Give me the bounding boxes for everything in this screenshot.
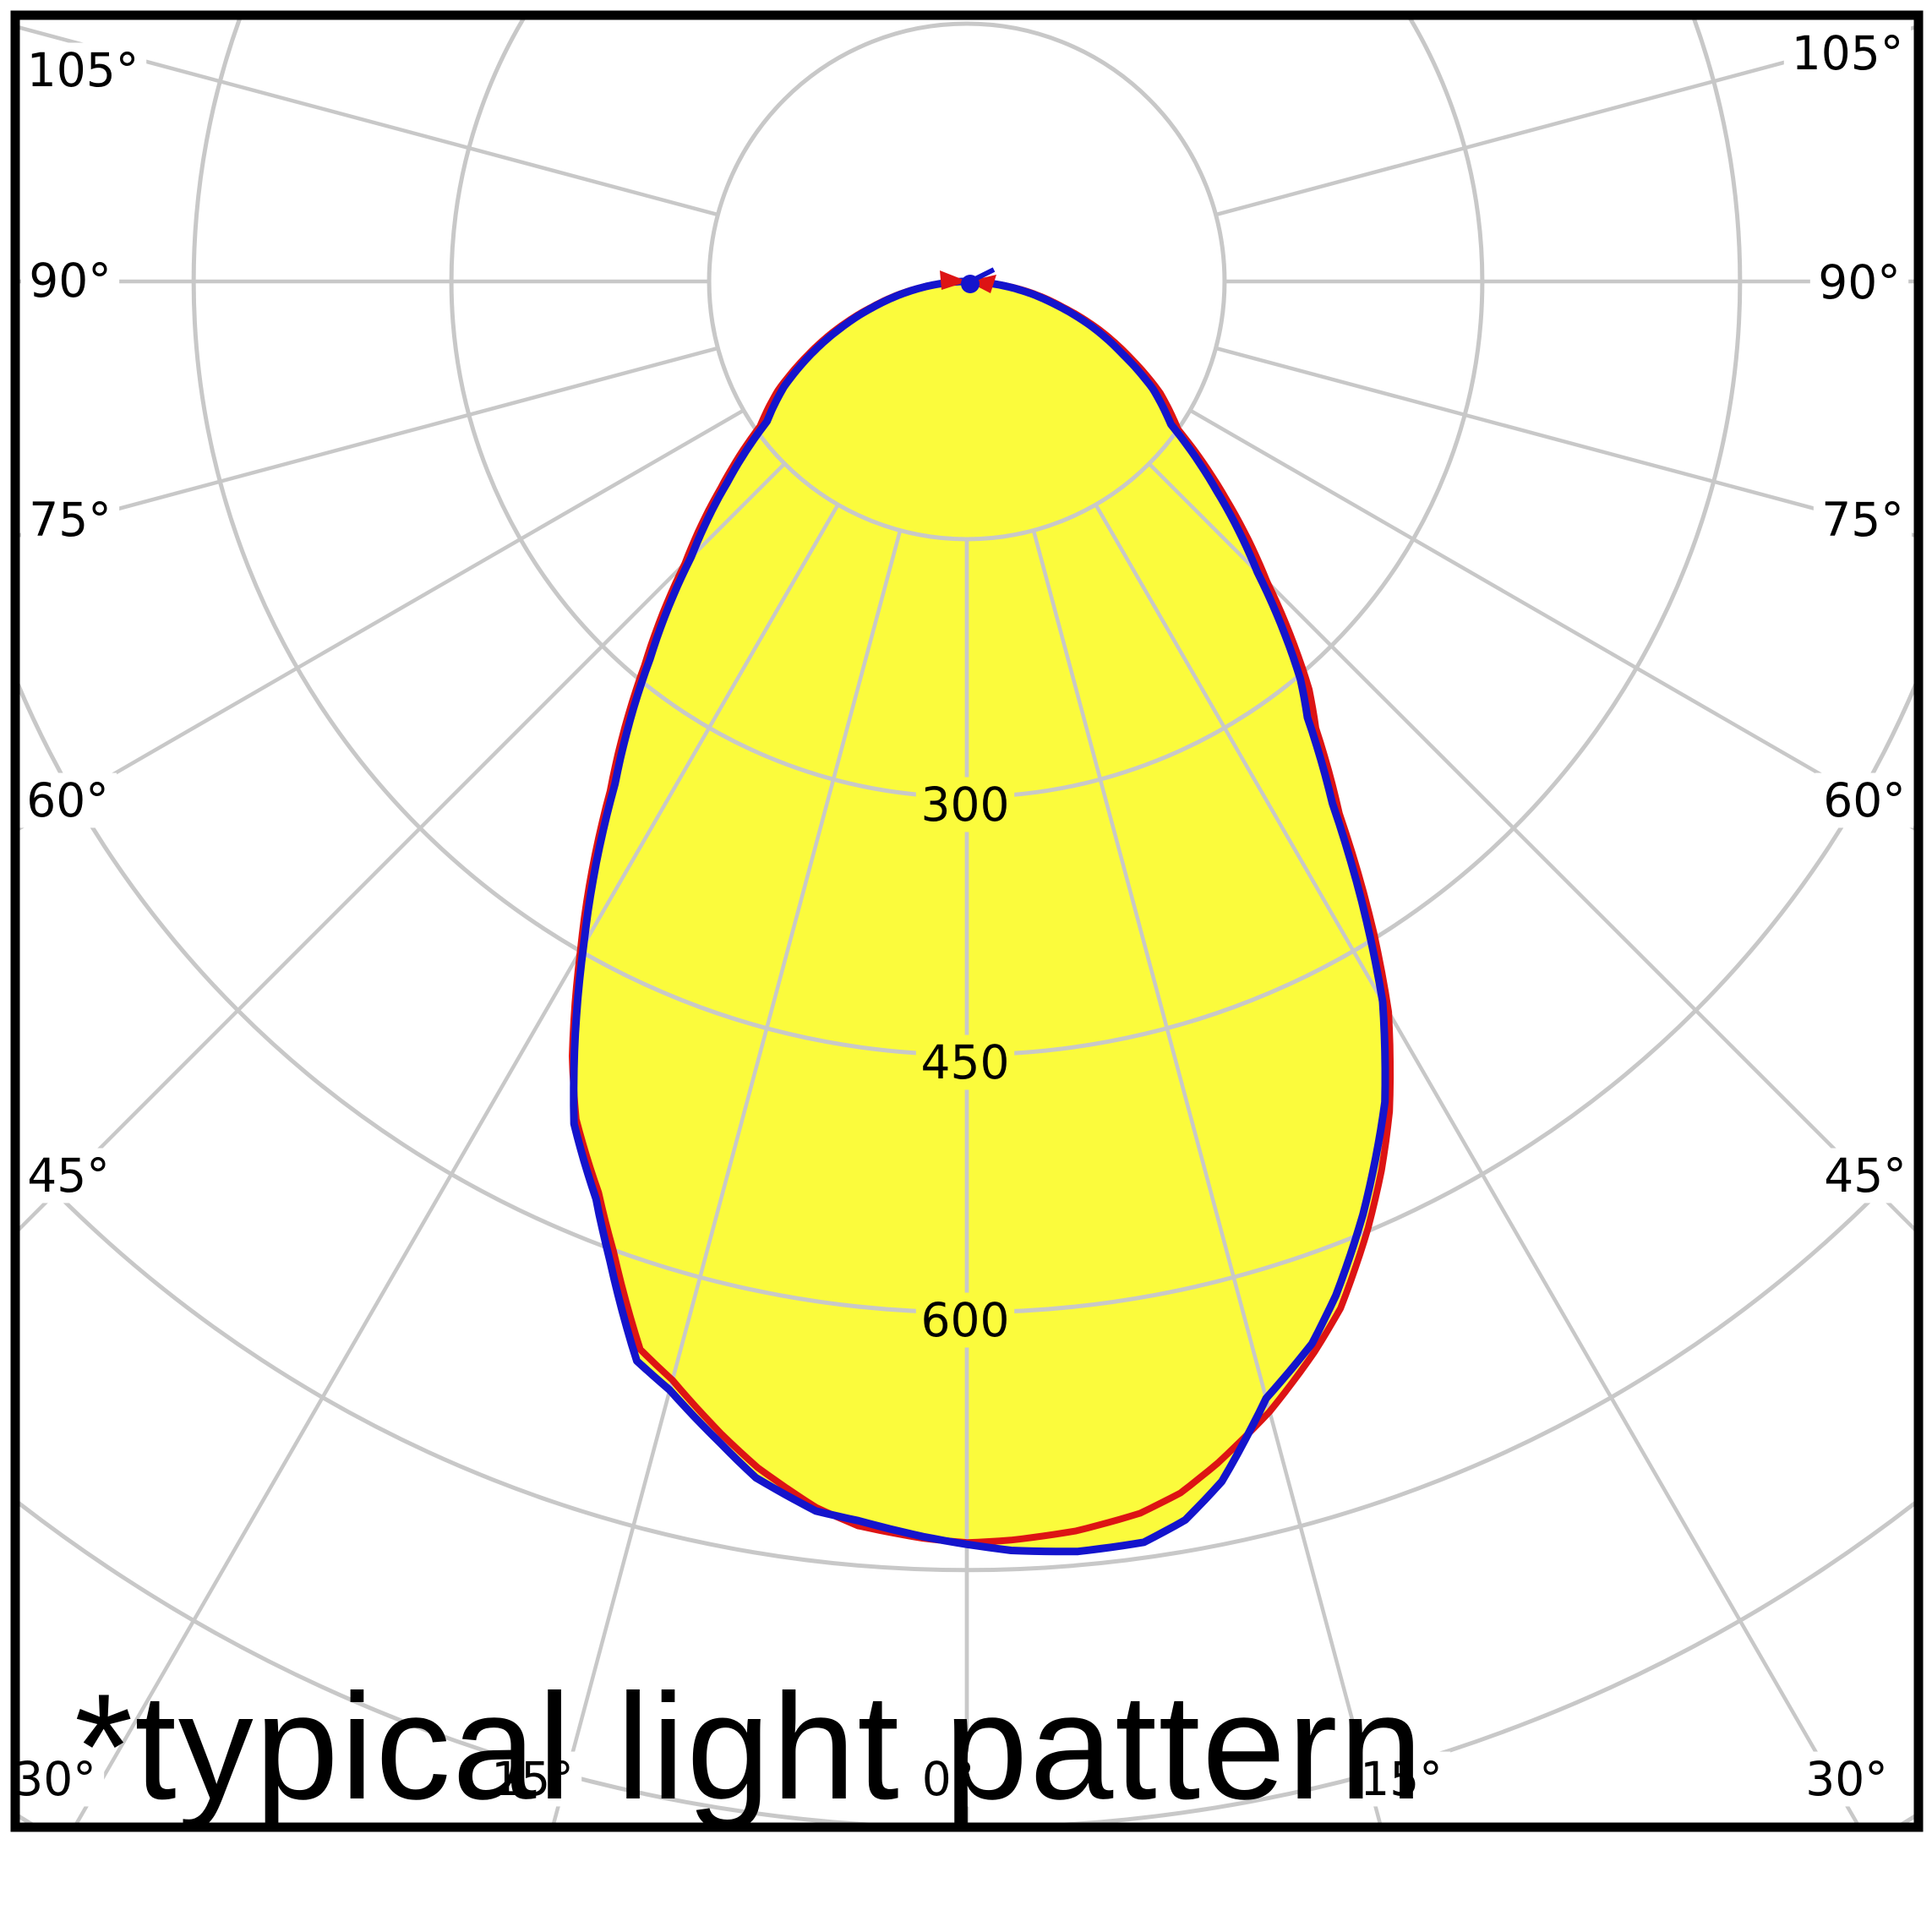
radial-label-450-bg (915, 1034, 1015, 1090)
angle-label-left-90: 90° (29, 254, 112, 308)
angle-label-left-30: 30° (14, 1752, 96, 1806)
grid-ray-L105 (19, 25, 719, 217)
angle-label-right-60: 60° (1823, 773, 1906, 827)
angle-label-left-15-bg (483, 1751, 582, 1807)
blue-curve (570, 277, 1389, 1556)
angle-label-left-45-bg (19, 1148, 118, 1203)
angle-label-center-0-bg (913, 1751, 984, 1807)
grid-ray-L45 (19, 462, 786, 1232)
angle-label-right-15: 15° (1360, 1752, 1443, 1806)
angle-label-right-15-bg (1351, 1751, 1451, 1807)
angle-label-right-105: 105° (1792, 26, 1903, 80)
grid-ray-R105 (1214, 25, 1914, 217)
grid-ray-R60 (1188, 408, 1914, 831)
radial-label-600-bg (915, 1292, 1015, 1348)
angle-label-left-60: 60° (26, 773, 109, 827)
angle-label-left-60-bg (18, 772, 117, 828)
angle-label-left-105-bg (19, 42, 147, 98)
angle-label-right-90: 90° (1818, 255, 1901, 309)
radial-label-450: 450 (921, 1035, 1010, 1089)
angle-label-right-45: 45° (1824, 1149, 1907, 1203)
grid-ray-L15 (551, 529, 903, 1823)
grid-ray-R15 (1031, 529, 1383, 1823)
grid-ray-R75 (1214, 346, 1914, 538)
blue-apex-marker (961, 275, 980, 293)
radial-label-300-bg (915, 777, 1015, 832)
angle-label-right-30: 30° (1805, 1752, 1888, 1806)
angle-label-right-90-bg (1809, 254, 1909, 310)
grid-ray-L60 (19, 408, 745, 831)
light-pattern-fill-blue (573, 281, 1385, 1552)
angle-label-right-45-bg (1815, 1148, 1915, 1203)
angle-label-right-60-bg (1815, 772, 1914, 828)
angle-label-left-30-bg (5, 1751, 105, 1807)
angle-label-left-15: 15° (491, 1752, 574, 1806)
grid-ray-L75 (19, 346, 719, 538)
angle-label-right-30-bg (1797, 1751, 1897, 1807)
red-apex-marker (940, 270, 996, 293)
chart-frame (10, 10, 1924, 1832)
angle-label-left-75-bg (20, 492, 120, 548)
grid-ray-R45 (1148, 462, 1914, 1232)
angle-label-left-75: 75° (29, 493, 112, 547)
radial-label-600: 600 (921, 1293, 1010, 1347)
annotation-text: *typical light pattern (74, 1662, 1424, 1831)
radial-label-300: 300 (921, 778, 1010, 832)
angle-label-center-0: 0° (922, 1752, 975, 1806)
angle-label-right-75: 75° (1821, 493, 1904, 547)
angle-label-right-75-bg (1813, 492, 1913, 548)
angle-label-left-90-bg (20, 253, 120, 308)
angle-label-left-105: 105° (27, 43, 139, 97)
angle-label-right-105-bg (1783, 25, 1912, 81)
angle-label-left-45: 45° (27, 1149, 110, 1203)
